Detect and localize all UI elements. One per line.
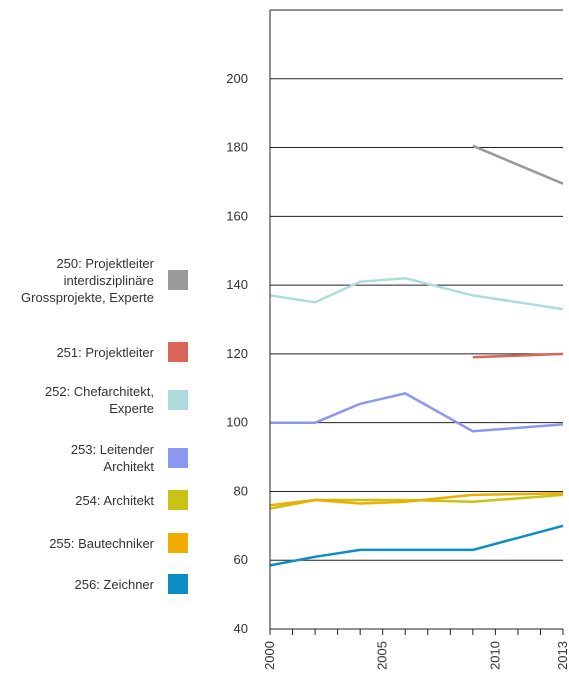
- x-tick-label: 2013: [555, 641, 569, 670]
- x-tick-label: 2005: [375, 641, 390, 670]
- series-lines: [269, 144, 564, 567]
- legend-item: 254: Architekt: [0, 490, 192, 510]
- series-line: [269, 276, 564, 311]
- series-line: [270, 392, 564, 433]
- y-tick-label: 80: [234, 483, 248, 498]
- legend-label: 255: Bautechniker: [49, 535, 154, 551]
- legend-label: 254: Architekt: [75, 492, 154, 508]
- series-line: [472, 144, 564, 185]
- series-line: [472, 352, 564, 359]
- y-tick-label: 40: [234, 621, 248, 636]
- legend-item: 255: Bautechniker: [0, 533, 192, 553]
- legend-item: 253: Leitender Architekt: [0, 441, 192, 475]
- legend-label: 256: Zeichner: [74, 576, 155, 592]
- legend-label: 250: Projektleiter interdisziplinäre Gro…: [21, 255, 154, 305]
- gridlines: [270, 9, 563, 561]
- legend-swatch: [168, 342, 188, 362]
- x-axis-tick-labels: 2000 2005 2010 2013: [262, 641, 569, 670]
- legend-swatch: [168, 574, 188, 594]
- x-tick-label: 2000: [262, 641, 277, 670]
- legend-swatch: [168, 270, 188, 290]
- legend-swatch: [168, 448, 188, 468]
- y-tick-label: 60: [234, 552, 248, 567]
- legend-item: 256: Zeichner: [0, 574, 192, 594]
- legend-label: 252: Chefarchitekt, Experte: [44, 384, 154, 416]
- axes: [269, 10, 563, 630]
- y-axis-tick-labels: 40 60 80 100 120 140 160 180 200: [226, 71, 248, 636]
- legend-swatch: [168, 533, 188, 553]
- series-line: [269, 524, 564, 567]
- y-tick-label: 160: [226, 208, 248, 223]
- x-tick-label: 2010: [487, 641, 502, 670]
- y-tick-label: 200: [226, 71, 248, 86]
- y-tick-label: 180: [226, 140, 248, 155]
- legend-label: 251: Projektleiter: [56, 344, 154, 360]
- legend-item: 252: Chefarchitekt, Experte: [0, 383, 192, 417]
- y-tick-label: 100: [226, 415, 248, 430]
- legend-swatch: [168, 390, 188, 410]
- x-axis-ticks: [269, 629, 564, 635]
- y-tick-label: 140: [226, 277, 248, 292]
- legend-item: 250: Projektleiter interdisziplinäre Gro…: [0, 255, 192, 306]
- legend-swatch: [168, 490, 188, 510]
- legend-label: 253: Leitender Architekt: [70, 442, 154, 474]
- series-line: [269, 491, 564, 507]
- y-tick-label: 120: [226, 346, 248, 361]
- legend-item: 251: Projektleiter: [0, 342, 192, 362]
